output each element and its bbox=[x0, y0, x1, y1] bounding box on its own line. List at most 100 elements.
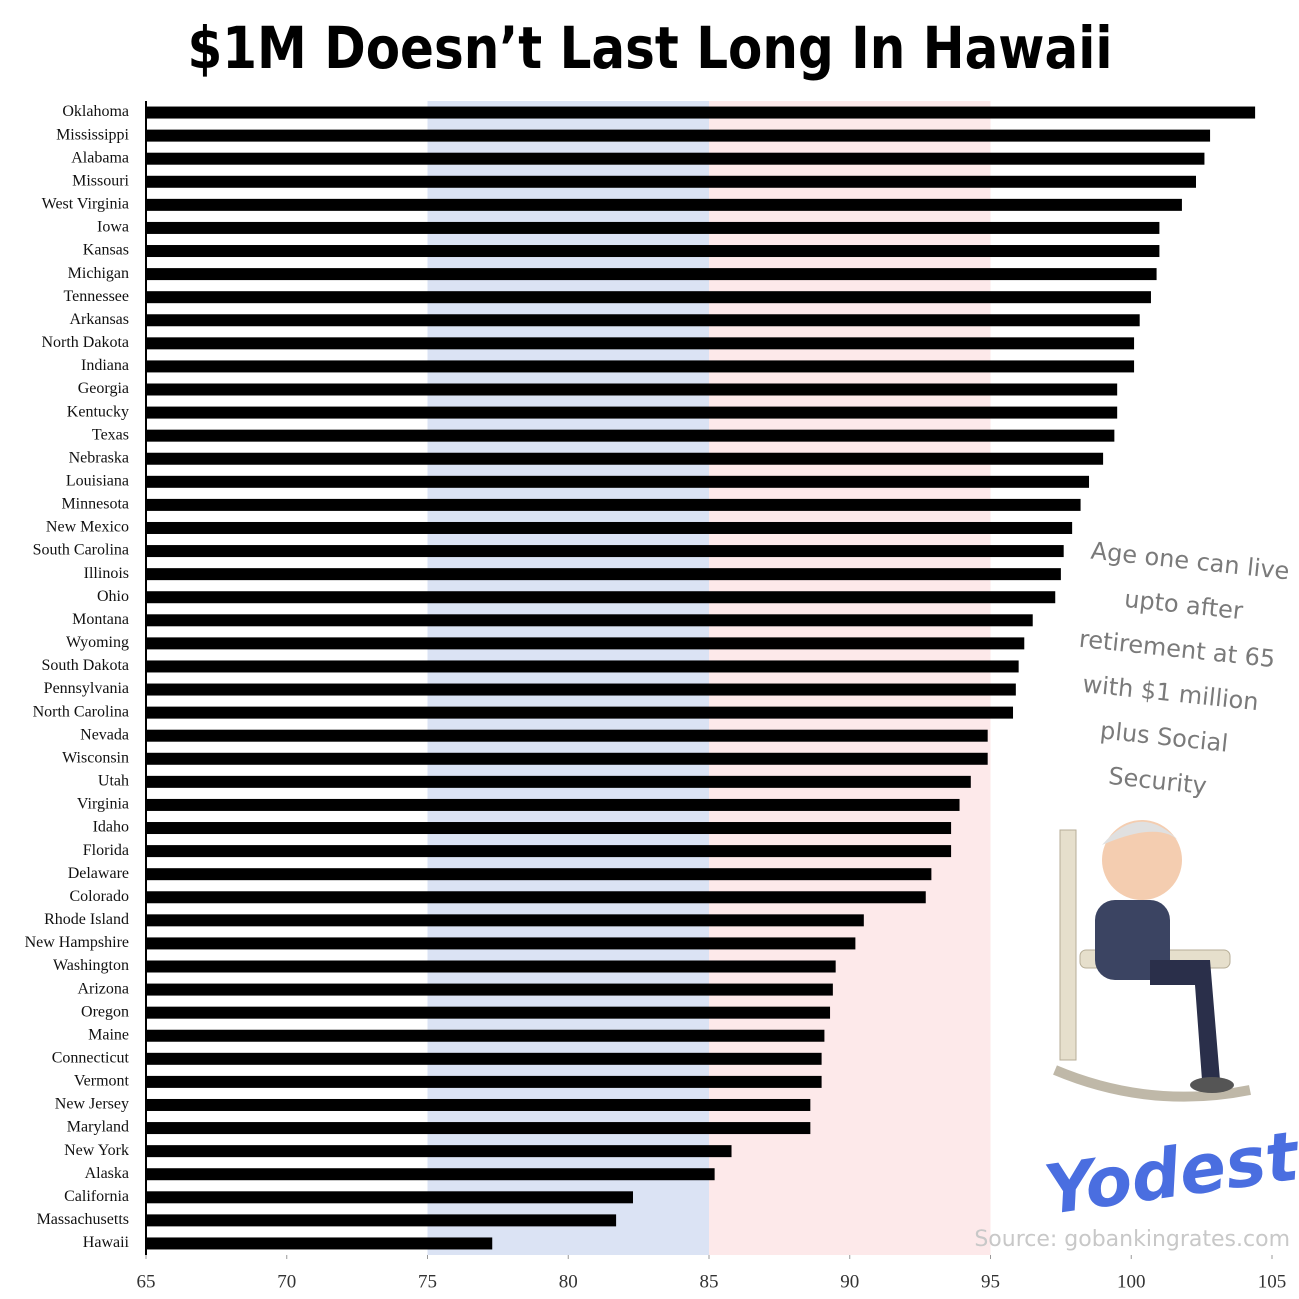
plot-area: 65 70 75 80 85 90 95 100 105 Oklahoma Mississippi A… bbox=[25, 101, 1287, 1292]
y-tick-label: Montana bbox=[72, 611, 129, 628]
y-tick-label: Florida bbox=[83, 842, 129, 859]
y-tick-label: New Jersey bbox=[55, 1096, 129, 1113]
bar bbox=[146, 706, 1014, 719]
y-tick-label: South Dakota bbox=[41, 657, 129, 674]
bar bbox=[146, 245, 1160, 258]
bar bbox=[146, 175, 1196, 188]
bar bbox=[146, 983, 833, 996]
y-tick-label: Arizona bbox=[77, 980, 129, 997]
annotation: with $1 million bbox=[1081, 670, 1260, 716]
y-tick-label: Utah bbox=[98, 773, 129, 790]
y-tick-label: Massachusetts bbox=[37, 1211, 129, 1228]
y-tick-label: Maine bbox=[88, 1026, 129, 1043]
bar bbox=[146, 268, 1157, 281]
y-tick-label: Wyoming bbox=[66, 634, 129, 651]
bar bbox=[146, 1191, 633, 1204]
y-tick-label: Louisiana bbox=[66, 472, 129, 489]
annotation: Age one can live bbox=[1089, 537, 1290, 586]
bar bbox=[146, 1214, 617, 1227]
y-tick-label: Idaho bbox=[93, 819, 129, 836]
y-tick-label: Rhode Island bbox=[44, 911, 129, 928]
y-tick-label: Wisconsin bbox=[62, 749, 129, 766]
y-tick-label: Michigan bbox=[68, 265, 129, 282]
logo: Yodest bbox=[1040, 1117, 1299, 1231]
bar bbox=[146, 798, 960, 811]
bar bbox=[146, 891, 926, 904]
y-tick-label: Colorado bbox=[69, 888, 129, 905]
bar bbox=[146, 1145, 732, 1158]
bar bbox=[146, 152, 1205, 165]
bar bbox=[146, 614, 1033, 627]
y-tick-label: Oklahoma bbox=[62, 103, 129, 120]
bar bbox=[146, 360, 1135, 373]
y-tick-label: South Carolina bbox=[33, 542, 129, 559]
y-tick-label: Hawaii bbox=[83, 1234, 130, 1251]
y-tick-label: Nebraska bbox=[69, 449, 129, 466]
bar bbox=[146, 660, 1019, 673]
y-tick-label: Connecticut bbox=[52, 1049, 130, 1066]
bar bbox=[146, 521, 1073, 534]
bar bbox=[146, 752, 988, 765]
bar bbox=[146, 591, 1056, 604]
y-tick-label: Texas bbox=[92, 426, 129, 443]
y-tick-label: New Mexico bbox=[46, 519, 129, 536]
y-tick-label: Vermont bbox=[74, 1073, 130, 1090]
y-tick-label: Georgia bbox=[78, 380, 129, 397]
y-tick-label: Arkansas bbox=[69, 311, 129, 328]
bar bbox=[146, 106, 1256, 119]
x-tick-label: 85 bbox=[700, 1271, 719, 1292]
bar bbox=[146, 729, 988, 742]
bar bbox=[146, 775, 971, 788]
x-tick-label: 70 bbox=[277, 1271, 296, 1292]
bar bbox=[146, 845, 952, 858]
y-tick-label: New Hampshire bbox=[25, 934, 129, 951]
bar bbox=[146, 1098, 811, 1111]
bar bbox=[146, 291, 1151, 304]
bar bbox=[146, 822, 952, 835]
bar bbox=[146, 545, 1064, 558]
x-tick-label: 105 bbox=[1258, 1271, 1287, 1292]
bar bbox=[146, 129, 1211, 142]
illustration bbox=[1053, 820, 1251, 1102]
y-tick-label: Virginia bbox=[77, 796, 129, 813]
y-tick-label: Pennsylvania bbox=[44, 680, 129, 697]
bar bbox=[146, 960, 836, 973]
annotation: upto after bbox=[1123, 585, 1244, 625]
bar bbox=[146, 1122, 811, 1135]
bar bbox=[146, 683, 1016, 696]
x-tick-label: 95 bbox=[981, 1271, 1000, 1292]
y-tick-label: Iowa bbox=[97, 219, 129, 236]
x-tick-label: 90 bbox=[840, 1271, 859, 1292]
bar bbox=[146, 314, 1140, 327]
bar bbox=[146, 637, 1025, 650]
y-tick-label: Alaska bbox=[85, 1165, 129, 1182]
y-tick-label: Alabama bbox=[71, 149, 129, 166]
y-tick-label: Minnesota bbox=[61, 496, 129, 513]
bar bbox=[146, 937, 856, 950]
y-tick-label: West Virginia bbox=[42, 196, 129, 213]
bar bbox=[146, 914, 864, 927]
bar bbox=[146, 1006, 831, 1019]
y-tick-label: Mississippi bbox=[56, 126, 129, 143]
bar bbox=[146, 475, 1090, 488]
y-tick-label: Maryland bbox=[67, 1119, 129, 1136]
bar bbox=[146, 383, 1118, 396]
bar bbox=[146, 498, 1081, 511]
bar bbox=[146, 1237, 493, 1250]
y-tick-label: Tennessee bbox=[63, 288, 129, 305]
bar bbox=[146, 452, 1104, 465]
y-tick-label: Kansas bbox=[83, 242, 129, 259]
bar bbox=[146, 1168, 715, 1181]
x-tick-label: 65 bbox=[137, 1271, 156, 1292]
y-tick-label: North Dakota bbox=[41, 334, 129, 351]
y-tick-label: Oregon bbox=[81, 1003, 129, 1020]
source: Source: gobankingrates.com bbox=[974, 1227, 1290, 1252]
x-tick-label: 100 bbox=[1117, 1271, 1146, 1292]
y-tick-label: Washington bbox=[53, 957, 129, 974]
y-tick-label: New York bbox=[64, 1142, 129, 1159]
annotation: plus Social bbox=[1099, 716, 1230, 757]
bar bbox=[146, 568, 1061, 581]
bar bbox=[146, 429, 1115, 442]
x-tick-label: 80 bbox=[559, 1271, 578, 1292]
